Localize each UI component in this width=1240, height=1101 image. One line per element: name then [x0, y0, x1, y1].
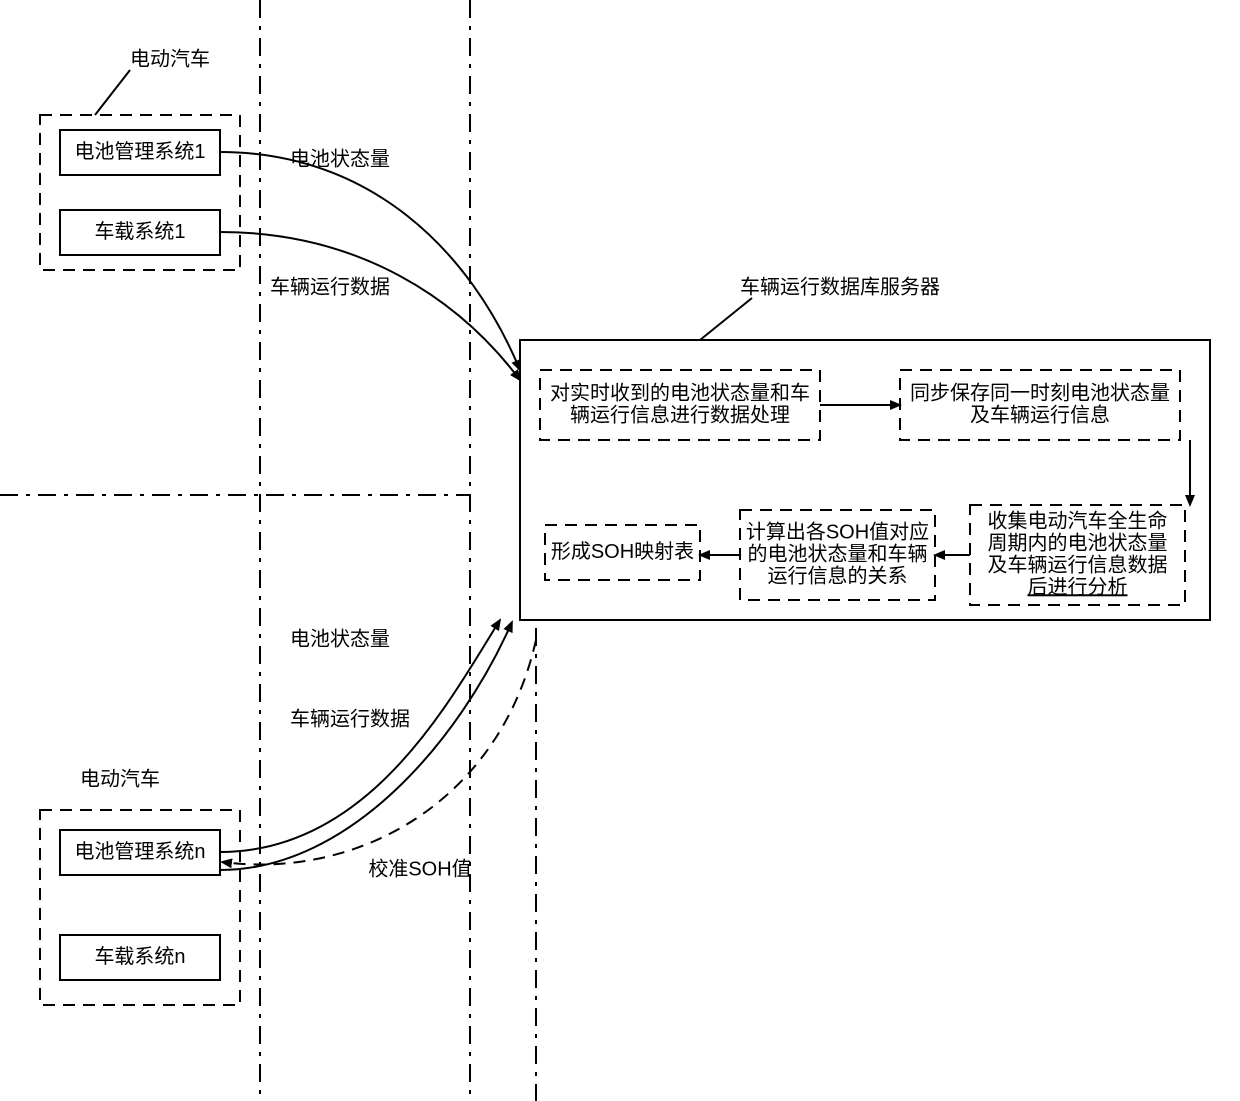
box-label-obs1: 车载系统1	[94, 220, 185, 243]
process-line-p3-2: 及车辆运行信息数据	[988, 553, 1168, 576]
edge-bms_n-server	[220, 620, 500, 852]
process-line-p5-0: 形成SOH映射表	[551, 540, 694, 563]
label-edge_cal: 校准SOH值	[368, 857, 471, 880]
process-line-p3-0: 收集电动汽车全生命	[988, 509, 1168, 532]
process-line-p2-0: 同步保存同一时刻电池状态量	[910, 381, 1170, 404]
label-edge_bs1: 电池状态量	[290, 147, 390, 170]
process-line-p4-0: 计算出各SOH值对应	[746, 520, 929, 543]
label-ev_top: 电动汽车	[130, 47, 210, 70]
label-edge_vd1: 车辆运行数据	[270, 275, 390, 298]
process-line-p2-1: 及车辆运行信息	[970, 403, 1110, 426]
box-label-bms_n: 电池管理系统n	[74, 840, 205, 863]
process-line-p3-1: 周期内的电池状态量	[988, 531, 1168, 554]
edge-obs_n-server	[220, 622, 512, 870]
callout-server	[700, 298, 752, 340]
callout-ev_top	[95, 70, 130, 115]
label-ev_bot: 电动汽车	[80, 767, 160, 790]
process-line-p4-2: 运行信息的关系	[768, 564, 908, 587]
label-edge_vd2: 车辆运行数据	[290, 707, 410, 730]
process-line-p1-0: 对实时收到的电池状态量和车	[550, 381, 810, 404]
process-line-p1-1: 辆运行信息进行数据处理	[570, 403, 790, 426]
box-label-obs_n: 车载系统n	[94, 945, 185, 968]
label-edge_bs2: 电池状态量	[290, 627, 390, 650]
label-server: 车辆运行数据库服务器	[740, 275, 940, 298]
process-line-p4-1: 的电池状态量和车辆	[748, 542, 928, 565]
box-label-bms1: 电池管理系统1	[74, 140, 205, 163]
edge-cal-back	[222, 640, 536, 864]
edge-obs1-server	[220, 232, 520, 380]
process-line-p3-3: 后进行分析	[1028, 575, 1128, 598]
